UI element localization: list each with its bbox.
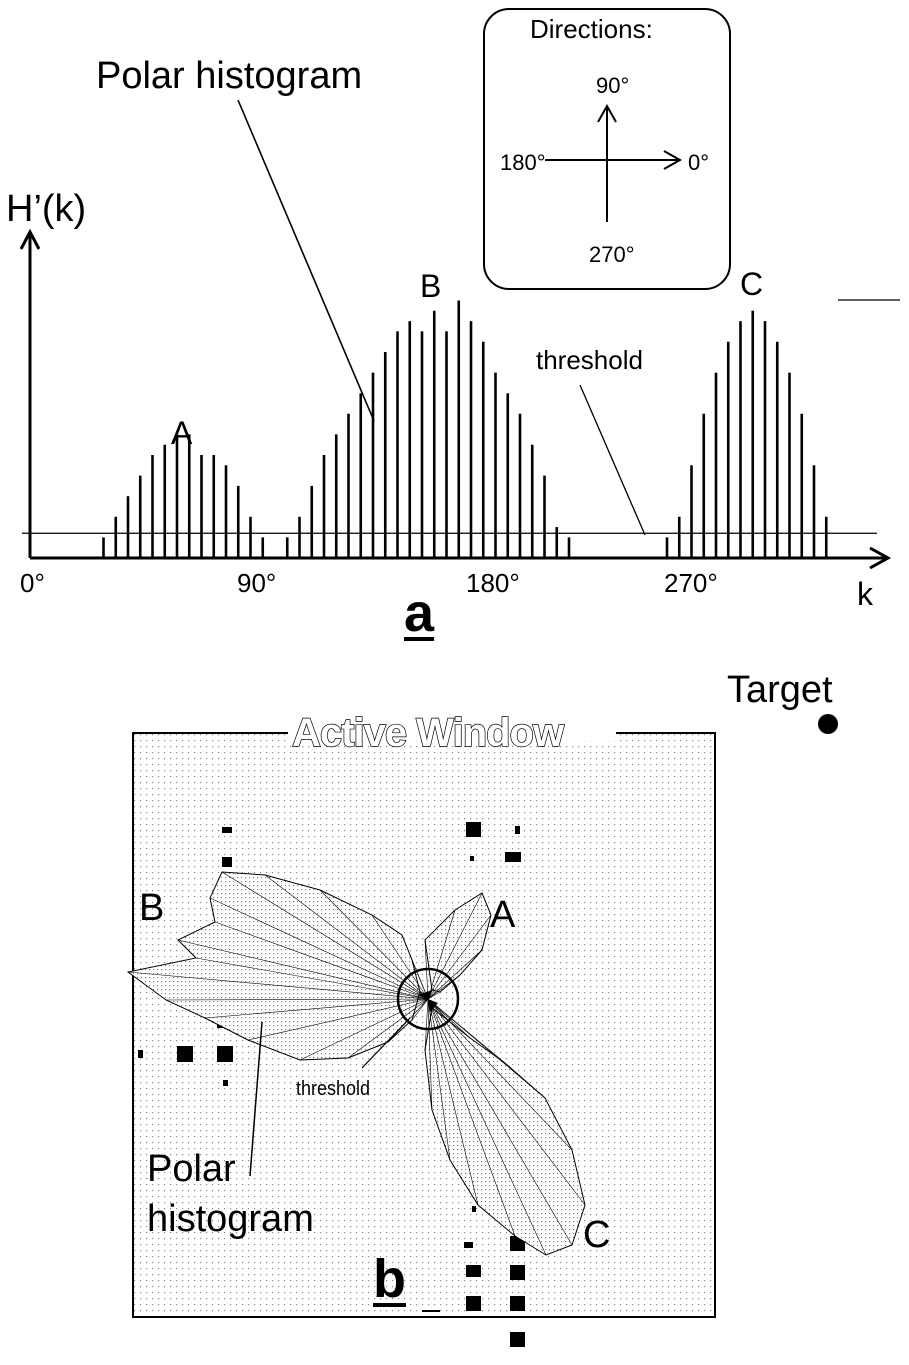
polar-ray — [427, 998, 433, 1111]
polar-ray — [427, 991, 441, 1000]
polar-ray — [319, 889, 429, 1000]
dir-label-0: 0° — [688, 150, 710, 175]
polar-ray — [347, 998, 429, 1059]
y-axis-label: H’(k) — [6, 188, 87, 230]
panel-a-letter: a — [404, 583, 435, 643]
peak-label-a: A — [171, 415, 193, 451]
polar-ray — [427, 998, 479, 1206]
polar-ray — [427, 949, 483, 1000]
polar-histogram-callout: Polar histogram — [96, 55, 363, 97]
target-dot — [818, 714, 838, 734]
polar-ray — [165, 998, 429, 1001]
dir-label-180: 180° — [500, 150, 546, 175]
directions-title: Directions: — [530, 14, 653, 44]
polar-ray — [204, 998, 429, 1019]
polar-ray — [264, 874, 429, 1000]
polar-ray — [221, 871, 429, 1000]
dir-label-90: 90° — [596, 73, 630, 98]
robot-heading-marker-2 — [428, 999, 438, 1012]
threshold-label: threshold — [536, 345, 643, 375]
polar-ray — [401, 934, 429, 1000]
x-axis-label: k — [857, 576, 873, 612]
target-label: Target — [727, 669, 833, 711]
x-tick-180: 180° — [466, 568, 520, 598]
active-window-title-gap — [288, 725, 616, 741]
robot-heading-marker — [418, 990, 432, 999]
polar-histogram-callout-line — [237, 99, 375, 422]
dir-right-arrowhead — [663, 150, 683, 170]
threshold-label-b: threshold — [296, 1078, 371, 1100]
active-window-title: Active Window — [292, 711, 565, 755]
polar-ray — [427, 998, 573, 1246]
x-tick-270: 270° — [664, 568, 718, 598]
polar-callout-line-b — [249, 1021, 263, 1177]
polar-ray — [427, 998, 516, 1237]
x-tick-90: 90° — [237, 568, 277, 598]
polar-ray — [371, 914, 429, 1000]
polar-histogram-lobes — [126, 871, 586, 1256]
polar-histogram-label-line1: Polar — [147, 1148, 236, 1190]
peak-label-c: C — [740, 266, 764, 302]
polar-ray — [299, 998, 429, 1061]
histogram-chart — [19, 99, 900, 570]
dir-up-arrowhead — [597, 103, 617, 123]
x-axis-arrow — [869, 546, 892, 570]
lobe-label-b: B — [139, 887, 165, 929]
peak-label-b: B — [420, 268, 442, 304]
polar-ray — [424, 998, 429, 1051]
active-window-diagram: Active Window — [126, 710, 838, 1347]
threshold-callout-line-b — [361, 1017, 411, 1069]
robot-circle — [396, 967, 460, 1031]
polar-ray — [209, 897, 429, 1000]
polar-ray — [427, 914, 492, 1000]
y-axis-arrow — [19, 228, 41, 250]
panel-b-letter: b — [373, 1249, 406, 1309]
threshold-callout-line — [579, 384, 646, 536]
polar-histogram-label-line2: histogram — [147, 1198, 314, 1240]
polar-ray — [214, 921, 429, 1000]
polar-ray — [427, 998, 573, 1151]
polar-lobe — [126, 871, 421, 1061]
polar-ray — [195, 957, 429, 1000]
polar-ray — [427, 998, 586, 1206]
polar-ray — [427, 998, 547, 1256]
polar-ray — [427, 974, 461, 1000]
polar-ray — [427, 998, 451, 1161]
polar-ray — [427, 909, 456, 1000]
dir-label-270: 270° — [589, 242, 635, 267]
directions-box — [483, 8, 731, 290]
polar-ray — [127, 971, 429, 1000]
x-tick-0: 0° — [20, 568, 45, 598]
polar-ray — [427, 998, 506, 1064]
polar-ray — [177, 939, 429, 1000]
lobe-label-a: A — [490, 894, 516, 936]
polar-ray — [411, 998, 429, 1021]
polar-ray — [427, 892, 483, 1000]
lobe-label-c: C — [583, 1214, 611, 1256]
